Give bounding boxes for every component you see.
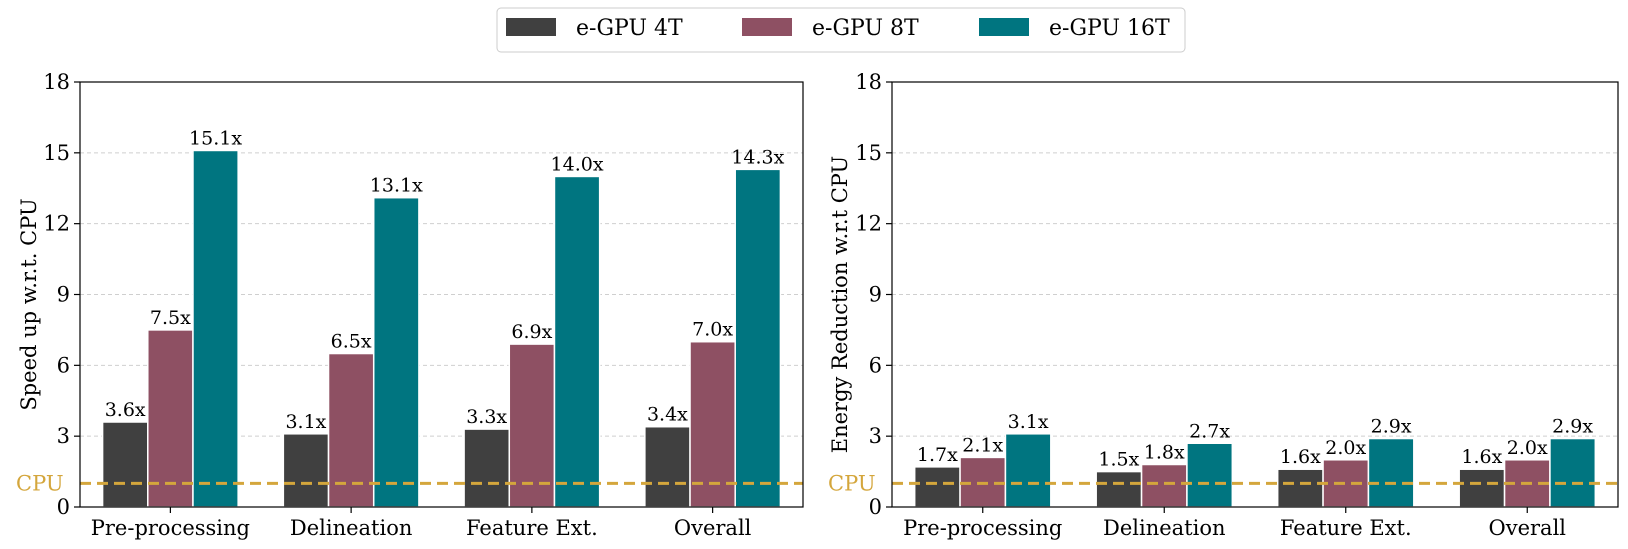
- data-label: 3.1x: [1008, 411, 1049, 433]
- legend-label: e-GPU 16T: [1049, 16, 1170, 41]
- data-label: 1.6x: [1461, 446, 1502, 468]
- cpu-baseline-label: CPU: [16, 471, 64, 495]
- x-tick-label: Feature Ext.: [1280, 516, 1412, 540]
- y-axis-label: Energy Reduction w.r.t CPU: [828, 156, 852, 453]
- data-label: 2.0x: [1325, 437, 1366, 459]
- bar-e-gpu-16t: [1367, 437, 1415, 508]
- data-label: 2.1x: [962, 434, 1003, 456]
- data-label: 3.4x: [647, 404, 688, 426]
- data-label: 2.9x: [1552, 416, 1593, 438]
- y-tick-label: 0: [57, 495, 70, 519]
- y-tick-label: 3: [869, 424, 882, 448]
- y-tick-label: 12: [855, 212, 882, 236]
- y-tick-label: 15: [855, 141, 882, 165]
- y-tick-label: 0: [869, 495, 882, 519]
- y-tick-label: 18: [855, 70, 882, 94]
- y-tick-label: 12: [43, 212, 70, 236]
- bar-e-gpu-4t: [463, 428, 511, 508]
- data-label: 7.5x: [150, 307, 191, 329]
- x-tick-label: Overall: [674, 516, 752, 540]
- data-label: 2.0x: [1507, 437, 1548, 459]
- bar-e-gpu-16t: [1549, 437, 1597, 508]
- data-label: 7.0x: [692, 319, 733, 341]
- bar-e-gpu-16t: [734, 168, 782, 508]
- bar-e-gpu-4t: [101, 421, 149, 508]
- bar-e-gpu-8t: [689, 340, 736, 508]
- data-label: 14.0x: [551, 153, 604, 175]
- bar-e-gpu-8t: [508, 343, 556, 508]
- y-tick-label: 3: [57, 424, 70, 448]
- bar-e-gpu-4t: [913, 466, 961, 508]
- data-label: 1.5x: [1098, 449, 1139, 471]
- data-label: 1.8x: [1144, 442, 1185, 464]
- data-label: 15.1x: [189, 127, 242, 149]
- y-tick-label: 6: [869, 353, 882, 377]
- legend-swatch: [506, 18, 556, 36]
- data-label: 14.3x: [731, 146, 784, 168]
- y-tick-label: 18: [43, 70, 70, 94]
- data-label: 2.7x: [1189, 420, 1230, 442]
- data-label: 3.3x: [466, 406, 507, 428]
- legend-label: e-GPU 4T: [576, 16, 683, 41]
- bar-e-gpu-16t: [192, 149, 239, 508]
- bar-e-gpu-16t: [553, 175, 601, 508]
- bar-e-gpu-4t: [1095, 470, 1143, 508]
- data-label: 1.6x: [1280, 446, 1321, 468]
- x-tick-label: Overall: [1489, 516, 1567, 540]
- data-label: 3.6x: [105, 399, 146, 421]
- y-tick-label: 15: [43, 141, 70, 165]
- bar-e-gpu-16t: [372, 196, 420, 508]
- bar-e-gpu-4t: [282, 433, 330, 508]
- data-label: 3.1x: [285, 411, 326, 433]
- y-tick-label: 9: [57, 283, 70, 307]
- bar-e-gpu-8t: [327, 352, 375, 508]
- data-label: 2.9x: [1371, 416, 1412, 438]
- bar-e-gpu-4t: [1276, 468, 1324, 508]
- cpu-baseline-label: CPU: [828, 471, 876, 495]
- bar-e-gpu-8t: [1140, 463, 1188, 508]
- bar-e-gpu-4t: [1458, 468, 1506, 508]
- x-tick-label: Feature Ext.: [466, 516, 598, 540]
- x-tick-label: Pre-processing: [903, 516, 1062, 540]
- x-tick-label: Delineation: [290, 516, 413, 540]
- data-label: 6.5x: [331, 331, 372, 353]
- y-tick-label: 9: [869, 283, 882, 307]
- data-label: 1.7x: [917, 444, 958, 466]
- y-axis-label: Speed up w.r.t. CPU: [17, 198, 41, 410]
- bar-e-gpu-16t: [1186, 442, 1234, 508]
- chart-panel-2: 1.7x 1.5x 1.6x 1.6x 2.1x 1.8x 2.0x 2.0x 3.1x 2.7x…: [828, 70, 1619, 540]
- data-label: 13.1x: [370, 175, 423, 197]
- bar-e-gpu-4t: [644, 425, 691, 508]
- legend-label: e-GPU 8T: [812, 16, 919, 41]
- legend-swatch: [979, 18, 1029, 36]
- legend-swatch: [742, 18, 792, 36]
- y-tick-label: 6: [57, 353, 70, 377]
- bar-e-gpu-16t: [1004, 433, 1052, 508]
- chart-panel-1: 3.6x 3.1x 3.3x 3.4x 7.5x 6.5x 6.9x 7.0x 15.1x 13.…: [16, 70, 804, 540]
- legend: e-GPU 4T e-GPU 8T e-GPU 16T: [496, 7, 1186, 53]
- x-tick-label: Delineation: [1103, 516, 1226, 540]
- x-tick-label: Pre-processing: [91, 516, 250, 540]
- bar-e-gpu-8t: [147, 329, 194, 508]
- data-label: 6.9x: [511, 321, 552, 343]
